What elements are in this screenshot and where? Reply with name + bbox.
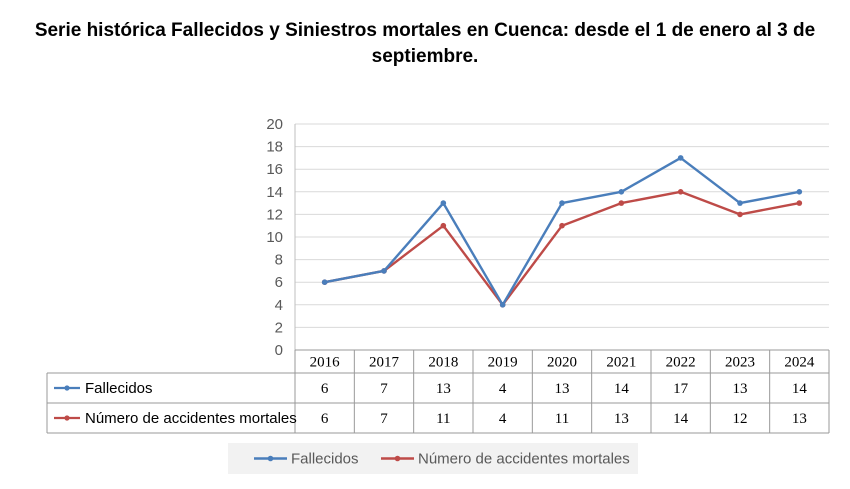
table-cell-value: 14 bbox=[792, 381, 808, 397]
table-cell-value: 4 bbox=[499, 381, 507, 397]
x-category-label-2018: 2018 bbox=[428, 355, 458, 371]
legend-key-marker bbox=[394, 455, 401, 462]
table-row-label: Número de accidentes mortales bbox=[85, 410, 297, 427]
y-tick-label-2: 2 bbox=[275, 319, 283, 336]
y-axis-tick-labels: 0 2 4 6 8 10 12 14 16 18 20 bbox=[266, 116, 283, 359]
table-cell-value: 14 bbox=[673, 411, 689, 427]
y-tick-label-8: 8 bbox=[275, 252, 283, 269]
table-cell-value: 13 bbox=[555, 381, 570, 397]
y-tick-label-20: 20 bbox=[266, 116, 283, 133]
table-row-label: Fallecidos bbox=[85, 380, 153, 397]
table-cell-value: 11 bbox=[555, 411, 569, 427]
data-table: 2016 2017 2018 2019 2020 2021 2022 2023 2024 Fall… bbox=[46, 349, 830, 434]
data-point bbox=[796, 200, 803, 206]
table-cell-value: 4 bbox=[499, 411, 507, 427]
y-tick-label-0: 0 bbox=[275, 342, 283, 359]
legend: Fallecidos Número de accidentes mortales bbox=[228, 443, 638, 474]
legend-label: Número de accidentes mortales bbox=[418, 451, 630, 468]
y-tick-label-16: 16 bbox=[266, 161, 283, 178]
x-category-label-2024: 2024 bbox=[784, 355, 815, 371]
data-point bbox=[677, 189, 684, 195]
table-cell-value: 13 bbox=[792, 411, 807, 427]
table-cell-value: 11 bbox=[436, 411, 450, 427]
table-cell-value: 13 bbox=[614, 411, 629, 427]
x-category-label-2021: 2021 bbox=[606, 355, 636, 371]
table-cell-value: 7 bbox=[380, 381, 388, 397]
chart-title: Serie histórica Fallecidos y Siniestros … bbox=[34, 20, 816, 67]
table-cell-value: 13 bbox=[733, 381, 748, 397]
data-point bbox=[559, 222, 565, 229]
table-row-key-marker bbox=[64, 385, 70, 391]
data-point bbox=[677, 155, 684, 161]
x-category-label-2019: 2019 bbox=[488, 355, 518, 371]
x-category-label-2022: 2022 bbox=[666, 355, 696, 371]
y-tick-label-14: 14 bbox=[266, 184, 283, 201]
gridlines bbox=[294, 123, 829, 350]
data-point bbox=[440, 222, 447, 229]
data-point bbox=[499, 302, 506, 308]
data-point bbox=[440, 200, 447, 206]
x-category-label-2023: 2023 bbox=[725, 355, 755, 371]
data-point bbox=[559, 200, 565, 206]
y-tick-label-12: 12 bbox=[266, 206, 283, 223]
data-point bbox=[737, 211, 743, 218]
data-point bbox=[381, 268, 387, 274]
table-cell-value: 7 bbox=[380, 411, 388, 427]
table-cell-value: 6 bbox=[321, 381, 329, 397]
data-point bbox=[737, 200, 743, 206]
y-tick-label-6: 6 bbox=[275, 274, 283, 291]
table-cell-value: 13 bbox=[436, 381, 451, 397]
legend-label: Fallecidos bbox=[291, 451, 359, 468]
table-cell-value: 14 bbox=[614, 381, 630, 397]
y-tick-label-18: 18 bbox=[266, 139, 283, 156]
legend-key-marker bbox=[267, 455, 274, 462]
legend-box bbox=[228, 443, 638, 474]
x-category-label-2017: 2017 bbox=[369, 355, 400, 371]
table-cell-value: 17 bbox=[673, 381, 689, 397]
y-tick-label-4: 4 bbox=[275, 297, 283, 314]
table-row-key-marker bbox=[64, 415, 70, 421]
data-point bbox=[321, 279, 328, 286]
x-category-label-2016: 2016 bbox=[310, 355, 341, 371]
y-tick-label-10: 10 bbox=[266, 229, 283, 246]
data-point bbox=[796, 189, 803, 195]
table-cell-value: 6 bbox=[321, 411, 329, 427]
x-category-label-2020: 2020 bbox=[547, 355, 577, 371]
table-cell-value: 12 bbox=[733, 411, 748, 427]
data-point bbox=[618, 189, 625, 195]
data-point bbox=[618, 200, 625, 206]
series-lines bbox=[321, 155, 803, 308]
